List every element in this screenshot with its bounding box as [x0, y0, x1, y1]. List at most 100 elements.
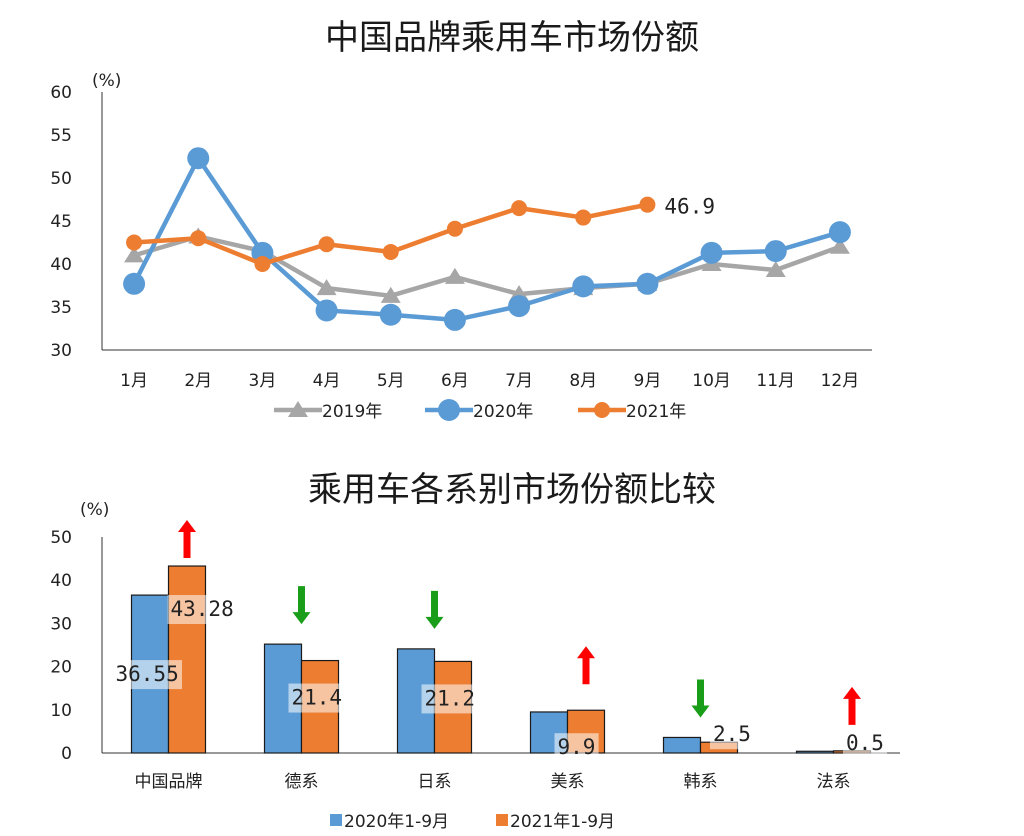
x-tick-label: 法系 — [817, 772, 851, 792]
x-tick-label: 6月 — [441, 371, 469, 391]
data-point — [446, 220, 463, 237]
trend-up-arrow — [843, 686, 861, 725]
y-tick-label: 40 — [50, 255, 72, 275]
x-tick-label: 1月 — [120, 371, 148, 391]
data-label-bg — [288, 683, 346, 713]
series-line-2020年 — [132, 155, 841, 323]
y-tick-label: 10 — [50, 701, 72, 721]
data-label-bg — [112, 660, 182, 690]
y-tick-label: 60 — [50, 83, 72, 103]
data-point — [124, 246, 145, 263]
data-point — [187, 147, 210, 170]
legend-marker — [438, 399, 460, 421]
data-point — [379, 303, 402, 326]
y-axis-unit: (%) — [92, 71, 121, 91]
trend-up-arrow — [577, 646, 595, 685]
legend-marker — [594, 402, 610, 418]
x-tick-label: 3月 — [249, 371, 277, 391]
series-line-2019年 — [133, 234, 841, 299]
data-point — [315, 299, 338, 322]
data-label: 46.9 — [664, 195, 715, 219]
y-axis-unit: (%) — [80, 500, 109, 520]
data-point — [639, 196, 656, 213]
legend-marker — [288, 401, 308, 417]
data-point — [572, 275, 595, 298]
data-point — [316, 279, 337, 296]
legend-label: 2021年 — [626, 402, 686, 422]
data-point — [190, 230, 207, 247]
x-tick-label: 日系 — [418, 772, 452, 792]
data-label: 2.5 — [713, 722, 751, 746]
legend-label: 2020年 — [473, 402, 533, 422]
data-label: 0.5 — [846, 731, 884, 755]
trend-up-arrow — [178, 520, 196, 558]
bar-chart: (%) 0 10 20 30 40 50 中国品牌 德系 日系 美系 韩系 法系 36.55 43.28 21… — [50, 500, 900, 832]
data-point — [443, 308, 466, 331]
legend-swatch — [330, 814, 342, 826]
legend-swatch — [496, 814, 508, 826]
data-point — [382, 243, 399, 260]
data-point — [700, 241, 723, 264]
x-tick-label: 11月 — [756, 371, 795, 391]
x-tick-label: 德系 — [285, 772, 319, 792]
data-point — [508, 295, 531, 318]
x-tick-label: 12月 — [821, 371, 860, 391]
y-tick-label: 50 — [50, 169, 72, 189]
data-label: 21.4 — [292, 686, 343, 710]
bar-2021年1-9月 — [167, 565, 207, 754]
x-tick-label: 9月 — [634, 371, 662, 391]
bar-2020年1-9月 — [662, 736, 702, 754]
y-tick-label: 40 — [50, 571, 72, 591]
legend-label: 2019年 — [322, 402, 382, 422]
data-point — [511, 200, 528, 217]
bar-2020年1-9月 — [795, 750, 835, 754]
x-tick-label: 中国品牌 — [135, 772, 203, 792]
data-label-bg — [710, 720, 755, 750]
y-tick-label: 0 — [61, 744, 72, 764]
data-point — [575, 209, 592, 226]
data-point — [123, 272, 146, 295]
y-tick-label: 35 — [50, 298, 72, 318]
data-label-bg — [421, 684, 479, 714]
y-tick-label: 50 — [50, 528, 72, 548]
data-point — [636, 272, 659, 295]
x-tick-label: 10月 — [692, 371, 731, 391]
trend-down-arrow — [425, 590, 444, 629]
trend-down-arrow — [292, 586, 311, 625]
data-point — [444, 267, 465, 284]
data-point — [764, 240, 787, 263]
y-tick-label: 20 — [50, 658, 72, 678]
x-tick-label: 2月 — [184, 371, 212, 391]
x-tick-label: 5月 — [377, 371, 405, 391]
y-tick-label: 45 — [50, 212, 72, 232]
y-tick-label: 30 — [50, 614, 72, 634]
x-tick-label: 4月 — [313, 371, 341, 391]
x-tick-label: 7月 — [505, 371, 533, 391]
x-tick-label: 8月 — [569, 371, 597, 391]
data-point — [829, 237, 850, 254]
data-point — [765, 261, 786, 278]
data-point — [126, 234, 143, 251]
data-point — [254, 256, 271, 272]
data-label-bg — [554, 733, 599, 763]
data-point — [828, 221, 851, 244]
x-tick-label: 美系 — [551, 772, 585, 792]
trend-down-arrow — [691, 679, 710, 718]
legend-label: 2021年1-9月 — [510, 812, 615, 832]
line-chart-title: 中国品牌乘用车市场份额 — [325, 18, 699, 58]
data-point — [380, 286, 401, 303]
y-tick-label: 30 — [50, 341, 72, 361]
y-tick-label: 55 — [50, 126, 72, 146]
x-tick-label: 韩系 — [684, 772, 718, 792]
data-label-bg — [843, 728, 888, 758]
bar-chart-title: 乘用车各系别市场份额比较 — [308, 470, 716, 510]
data-label-bg — [167, 595, 237, 625]
data-label: 21.2 — [425, 686, 476, 710]
line-chart: (%) 30 35 40 45 50 55 60 1月 2月 3月 4月 5月 6月 7月 8月 9月 10月 11… — [50, 71, 872, 422]
data-label: 9.9 — [558, 735, 596, 759]
data-label: 43.28 — [171, 597, 234, 621]
data-point — [318, 236, 335, 253]
data-label: 36.55 — [116, 662, 179, 686]
legend-label: 2020年1-9月 — [344, 812, 449, 832]
